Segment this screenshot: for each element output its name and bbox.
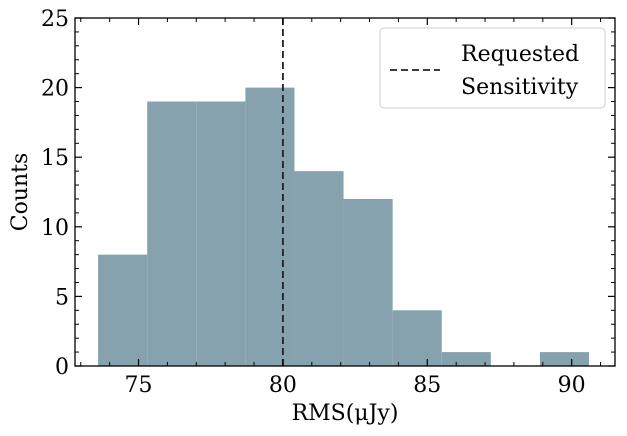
histogram-bar-2	[196, 101, 246, 367]
legend-box	[379, 27, 606, 109]
y-tick-label: 15	[41, 146, 69, 171]
histogram-bar-0	[98, 254, 148, 366]
histogram-bar-6	[392, 310, 442, 366]
x-tick-label: 90	[558, 373, 586, 398]
legend: Requested Sensitivity	[379, 27, 606, 109]
x-axis-label: RMS(μJy)	[292, 401, 399, 426]
y-tick-label: 25	[41, 7, 69, 32]
y-tick-label: 0	[55, 355, 69, 380]
x-tick-label: 80	[269, 373, 297, 398]
histogram-bar-1	[147, 101, 197, 367]
histogram-bar-5	[343, 198, 393, 366]
plot-frame	[74, 17, 616, 367]
y-tick-label: 10	[41, 216, 69, 241]
y-axis-label: Counts	[8, 153, 33, 232]
histogram-bar-4	[294, 171, 344, 366]
y-tick-label: 5	[55, 285, 69, 310]
y-tick-label: 20	[41, 77, 69, 102]
legend-label-line-1: Requested	[461, 42, 579, 67]
x-tick-label: 75	[125, 373, 153, 398]
histogram-bar-7	[441, 352, 491, 366]
tick-labels: 75 80 85 90 0 5 10 15 20 25	[41, 7, 586, 398]
x-tick-label: 85	[413, 373, 441, 398]
histogram-bar-3	[245, 87, 295, 366]
histogram-bars	[98, 87, 590, 367]
legend-label-line-2: Sensitivity	[461, 75, 579, 100]
histogram-bar-9	[539, 352, 590, 366]
